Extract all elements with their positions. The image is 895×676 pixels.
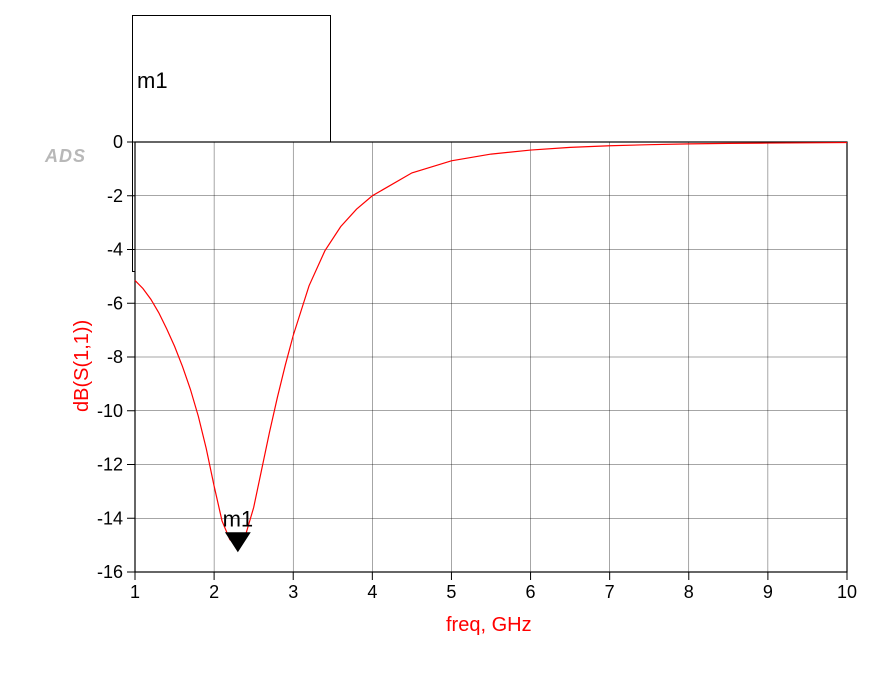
x-tick-label: 2 bbox=[209, 582, 219, 602]
x-tick-label: 9 bbox=[763, 582, 773, 602]
x-tick-label: 1 bbox=[130, 582, 140, 602]
y-tick-label: -6 bbox=[107, 293, 123, 313]
y-axis-label: dB(S(1,1)) bbox=[71, 320, 94, 412]
x-axis-label: freq, GHz bbox=[446, 614, 532, 637]
y-tick-label: 0 bbox=[113, 132, 123, 152]
x-tick-label: 6 bbox=[526, 582, 536, 602]
y-tick-label: -16 bbox=[97, 562, 123, 582]
y-tick-label: -4 bbox=[107, 240, 123, 260]
y-tick-label: -8 bbox=[107, 347, 123, 367]
y-tick-label: -14 bbox=[97, 508, 123, 528]
x-tick-label: 10 bbox=[837, 582, 857, 602]
y-tick-label: -12 bbox=[97, 455, 123, 475]
s11-chart[interactable]: 1 2 3 4 5 6 7 8 9 10 0 -2 -4 -6 -8 -10 -12 -14 -16 m1 bbox=[0, 0, 895, 676]
x-tick-label: 5 bbox=[446, 582, 456, 602]
x-tick-label: 7 bbox=[605, 582, 615, 602]
x-tick-label: 8 bbox=[684, 582, 694, 602]
marker-m1-label: m1 bbox=[223, 507, 254, 532]
y-tick-label: -10 bbox=[97, 401, 123, 421]
x-tick-label: 4 bbox=[367, 582, 377, 602]
x-tick-label: 3 bbox=[288, 582, 298, 602]
y-tick-label: -2 bbox=[107, 186, 123, 206]
